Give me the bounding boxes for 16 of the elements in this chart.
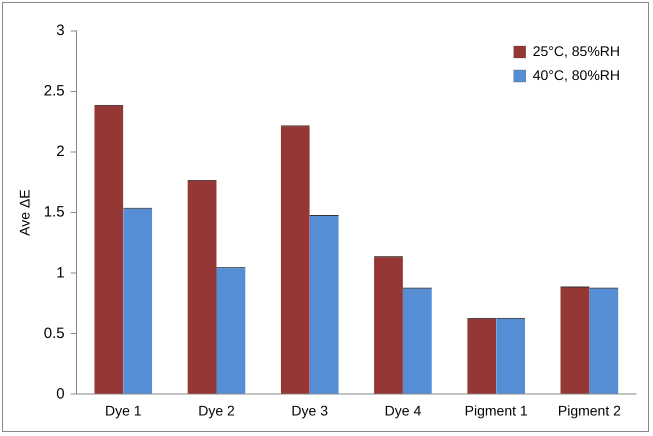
y-axis-title: Ave ΔE: [16, 189, 32, 236]
y-tick-label: 2: [56, 143, 65, 160]
x-tick-label: Dye 4: [384, 402, 422, 418]
y-tick-label: 2.5: [44, 82, 65, 100]
legend-label: 40°C, 80%RH: [532, 66, 620, 83]
y-tick-label: 1: [56, 264, 65, 282]
y-tick-label: 1.5: [44, 204, 65, 221]
y-tick-label: 0.5: [44, 324, 65, 342]
x-tick-label: Pigment 1: [464, 402, 528, 418]
y-tick-label: 3: [56, 22, 65, 40]
x-tick-label: Dye 3: [291, 402, 328, 418]
x-tick-label: Pigment 2: [558, 402, 622, 418]
x-tick-label: Dye 2: [198, 402, 235, 418]
legend-label: 25°C, 85%RH: [532, 42, 620, 59]
y-tick-label: 0: [56, 385, 65, 402]
x-tick-label: Dye 1: [104, 402, 142, 418]
